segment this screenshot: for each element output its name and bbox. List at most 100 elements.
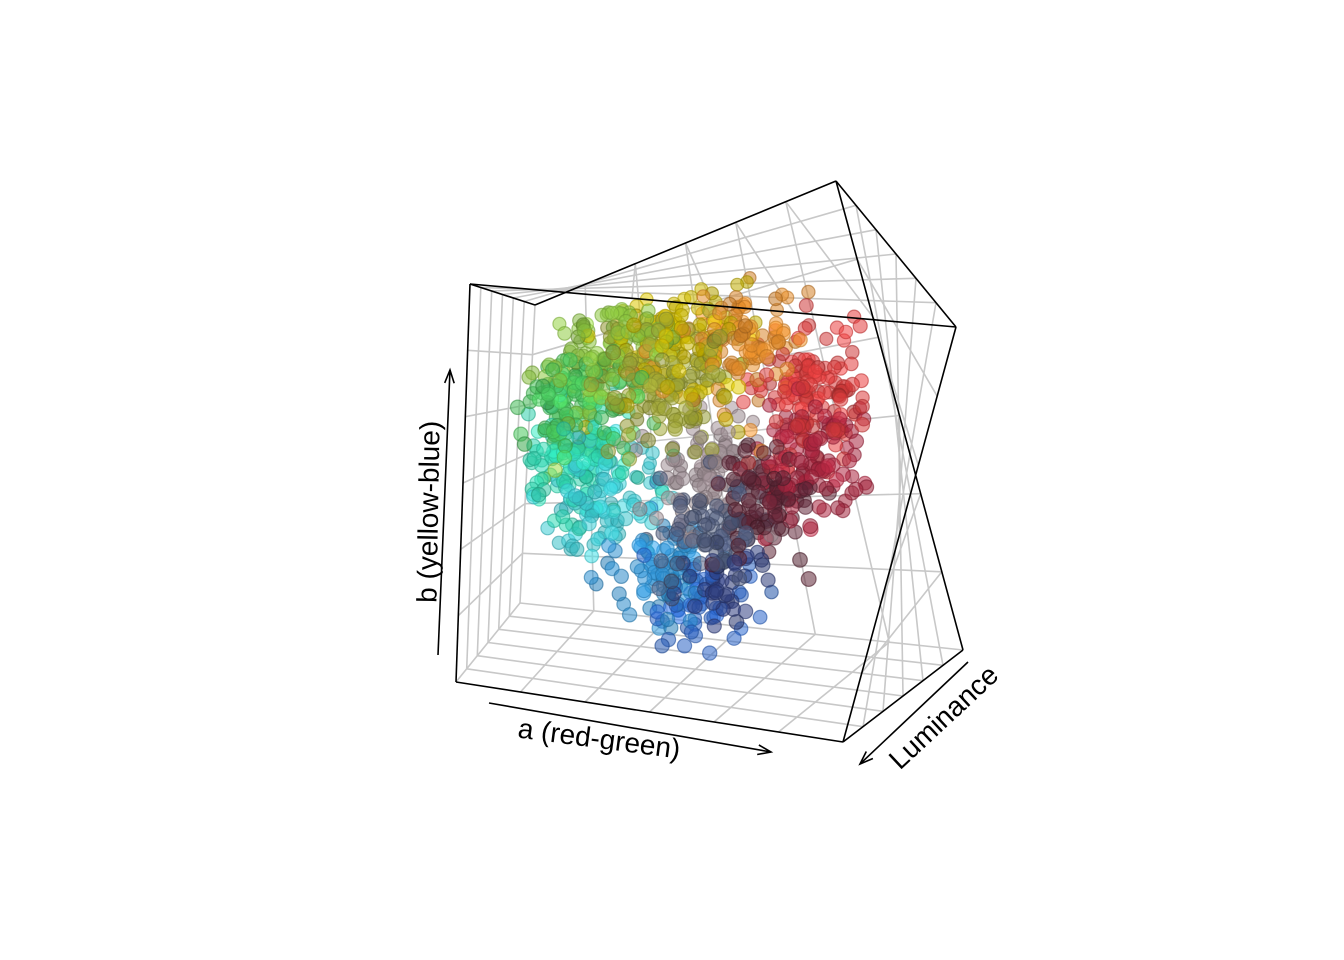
- data-point-dark-maroon: [797, 481, 814, 498]
- data-point-grey-mauve: [675, 471, 691, 487]
- data-point-crimson: [820, 458, 836, 474]
- data-point-yellow: [683, 387, 699, 403]
- data-point-slate: [672, 498, 688, 514]
- data-point-royal-blue: [702, 645, 718, 661]
- data-point-teal: [555, 509, 571, 525]
- data-point-red: [852, 318, 868, 334]
- y-axis-label: b (yellow-blue): [411, 421, 445, 604]
- data-point-grey-mauve: [730, 408, 746, 424]
- data-point-green-yellow: [576, 323, 593, 339]
- data-point-olive: [687, 444, 703, 460]
- data-point-blue: [636, 582, 652, 599]
- data-point-crimson: [793, 454, 810, 471]
- box-front-edges: [455, 180, 964, 743]
- data-point-navy: [737, 603, 754, 620]
- data-point-dark-maroon: [725, 471, 742, 488]
- box-edge-back-top: [534, 180, 837, 306]
- box-edge-front-right: [842, 326, 957, 743]
- data-point-dark-maroon: [748, 503, 765, 520]
- data-point-slate: [691, 493, 708, 509]
- data-point-green: [593, 410, 610, 426]
- data-point-orange: [743, 422, 758, 438]
- data-point-red: [826, 359, 842, 375]
- data-point-slate: [738, 525, 754, 541]
- data-point-navy: [706, 618, 722, 634]
- data-point-green-yellow: [552, 372, 568, 388]
- data-point-yellow: [626, 317, 642, 333]
- grid-line-right-height: [855, 205, 944, 666]
- box-edge-floor-right-depth: [842, 649, 964, 743]
- data-point-red: [838, 324, 854, 340]
- y-axis-arrow: [437, 369, 451, 656]
- data-point-yellow: [659, 379, 676, 395]
- data-point-olive: [606, 390, 623, 406]
- data-point-red: [790, 417, 806, 434]
- data-point-royal-blue: [636, 547, 652, 563]
- data-point-orange: [801, 284, 816, 300]
- data-point-crimson: [847, 481, 864, 498]
- data-point-teal: [535, 441, 552, 457]
- data-point-dark-maroon: [761, 493, 778, 510]
- data-point-navy: [687, 598, 703, 615]
- data-point-red: [807, 364, 823, 380]
- data-point-cyan: [567, 488, 584, 504]
- box-edge-front-top: [469, 283, 957, 328]
- data-point-orange: [737, 318, 754, 334]
- data-point-blue: [583, 569, 599, 585]
- data-point-red: [798, 298, 814, 314]
- x-axis-arrow: [488, 702, 772, 753]
- data-point-grey-mauve: [720, 424, 736, 440]
- data-point-red: [816, 385, 833, 401]
- data-point-green: [509, 399, 526, 416]
- data-point-slate: [655, 525, 671, 541]
- data-point-crimson: [817, 408, 833, 424]
- data-point-slate: [731, 570, 748, 587]
- data-point-navy: [707, 584, 724, 601]
- data-point-yellow: [654, 338, 670, 354]
- data-point-red: [844, 376, 861, 393]
- data-point-olive: [704, 364, 721, 380]
- data-point-royal-blue: [676, 638, 693, 654]
- x-axis-arrow-head: [757, 744, 774, 756]
- data-point-blue: [611, 586, 627, 602]
- data-point-royal-blue: [654, 638, 670, 654]
- data-point-slate: [669, 555, 686, 572]
- data-point-slate: [663, 573, 680, 590]
- data-point-green: [540, 386, 557, 402]
- data-point-orange: [737, 299, 752, 314]
- data-point-crimson: [848, 433, 865, 450]
- data-point-cyan: [569, 541, 585, 558]
- y-axis-arrow-head: [443, 367, 455, 384]
- data-point-slate: [683, 510, 700, 527]
- z-axis-arrow-head: [858, 751, 874, 766]
- grid-line-floor-width: [509, 615, 944, 667]
- data-point-red: [854, 398, 870, 414]
- data-point-dark-maroon: [750, 484, 767, 500]
- data-point-green: [556, 449, 573, 466]
- data-point-red: [795, 379, 811, 395]
- data-point-cyan: [587, 484, 603, 500]
- data-point-olive: [678, 400, 694, 417]
- data-point-cyan: [603, 525, 620, 541]
- data-point-green-yellow: [604, 305, 620, 321]
- data-point-red: [819, 331, 834, 346]
- grid-line-left-height: [508, 301, 525, 617]
- data-point-orange: [768, 291, 783, 307]
- data-point-teal: [530, 486, 547, 503]
- data-point-olive: [620, 366, 636, 382]
- grid-line-floor-depth: [713, 633, 816, 723]
- data-point-green: [516, 436, 533, 452]
- data-point-navy: [760, 572, 776, 588]
- data-point-cyan: [581, 515, 597, 532]
- data-point-cyan: [603, 481, 619, 497]
- data-point-olive: [656, 400, 673, 417]
- data-point-dark-maroon: [768, 438, 785, 455]
- data-point-slate: [668, 526, 685, 542]
- data-point-crimson: [779, 428, 795, 445]
- data-point-dark-maroon: [755, 445, 772, 461]
- data-point-crimson: [807, 432, 823, 449]
- box-edge-top-right-depth: [835, 180, 957, 328]
- data-point-dark-maroon: [792, 552, 808, 568]
- data-point-olive: [667, 421, 684, 437]
